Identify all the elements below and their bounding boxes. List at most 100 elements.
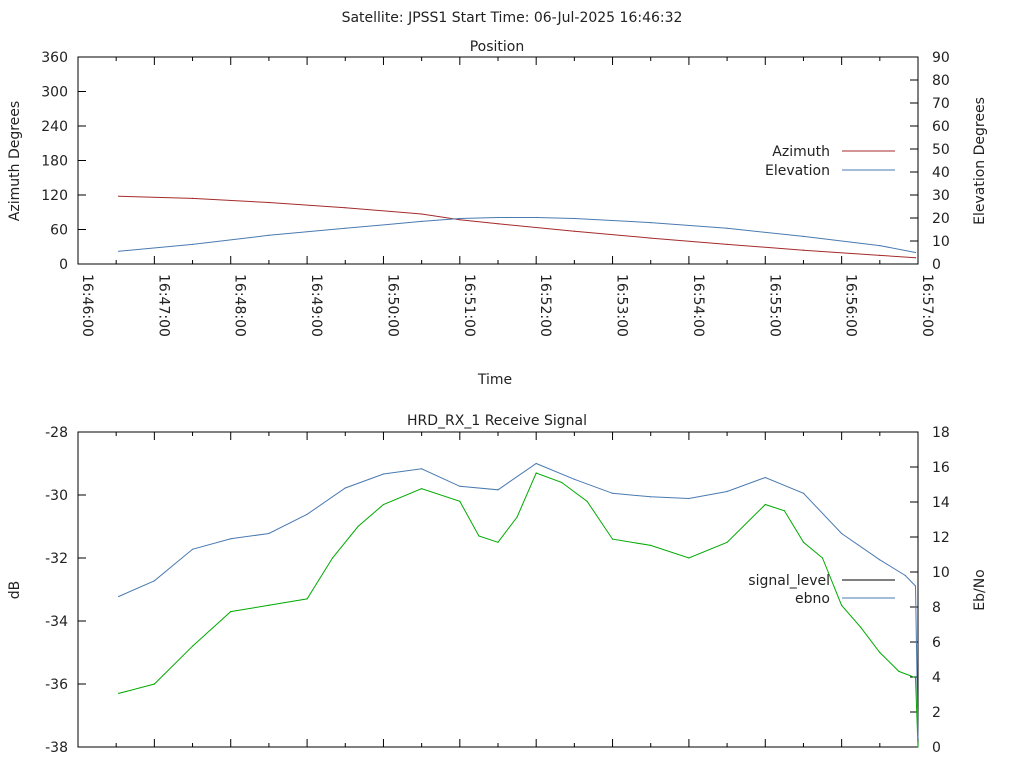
data-point-signal-level [783,510,786,512]
y-tick-label: -32 [45,551,68,567]
signal-chart: HRD_RX_1 Receive Signal -28-30-32-34-36-… [7,413,988,756]
data-point-signal-level [650,544,652,547]
y2-tick-label: 6 [932,635,941,651]
data-point-signal-level [516,516,518,518]
position-chart: Position 16:46:00 16:47:00 16:48:00 16:49:0… [7,39,988,388]
data-point-ebno [268,532,270,535]
y2-tick-label: 4 [932,670,941,686]
data-point-elevation [421,220,423,222]
data-point-elevation [802,235,805,237]
data-point-ebno [917,737,919,739]
data-point-signal-level [586,500,588,502]
data-point-elevation [914,251,917,254]
data-point-signal-level [535,472,537,474]
signal-y-label: dB [7,581,23,600]
position-chart-title: Position [470,39,525,55]
y2-tick-label: 80 [932,73,950,89]
y2-tick-label: 20 [932,211,950,227]
series-line-signal-level [118,472,919,748]
y-tick-label: -36 [45,677,68,693]
x-tick-label: 16:52:00 [537,274,553,337]
data-point-signal-level [561,481,563,483]
series-line-azimuth [118,195,916,259]
data-point-azimuth [726,243,728,245]
data-point-signal-level [357,525,359,528]
data-point-azimuth [268,201,270,204]
data-point-signal-level [230,611,232,613]
data-point-signal-level [879,651,881,654]
series-line-elevation [118,217,916,253]
data-point-signal-level [459,500,461,502]
signal-legend: signal_level ebno [748,573,895,607]
data-point-azimuth [573,230,576,232]
data-point-azimuth [421,213,423,215]
data-point-signal-level [382,503,385,506]
position-plot-frame [77,56,919,265]
data-point-signal-level [153,683,155,685]
data-point-ebno [344,487,346,489]
data-point-signal-level [268,604,270,606]
position-y-label: Azimuth Degrees [7,101,23,221]
data-point-ebno [191,548,194,550]
y2-tick-label: 12 [932,530,950,546]
data-point-ebno [230,538,232,540]
signal-y2-label: Eb/No [972,569,988,611]
data-point-ebno [650,496,652,498]
data-point-azimuth [914,257,917,259]
data-point-signal-level [478,535,480,537]
y2-tick-label: 10 [932,234,950,250]
data-point-signal-level [802,541,805,543]
y2-tick-label: 16 [932,460,950,476]
x-tick-label: 16:53:00 [614,274,630,337]
data-point-signal-level [841,604,843,606]
legend-label-azimuth: Azimuth [772,144,830,160]
data-point-azimuth [459,219,461,221]
data-point-ebno [879,559,881,561]
data-point-signal-level [764,503,766,506]
signal-ticks: -28 -30 -32 -34 -36 -38 0 2 4 6 8 10 12 14 16 18 [45,425,950,756]
y2-tick-label: 18 [932,425,950,441]
y-tick-label: 60 [50,223,68,239]
data-point-ebno [459,485,461,487]
x-tick-label: 16:47:00 [155,274,171,337]
data-point-elevation [344,227,346,229]
y2-tick-label: 10 [932,565,950,581]
data-point-signal-level [821,557,824,559]
y-tick-label: -28 [45,425,68,441]
data-point-ebno [914,585,917,587]
data-point-azimuth [650,237,652,239]
data-point-signal-level [688,557,690,559]
data-point-azimuth [879,254,881,256]
data-point-ebno [904,574,906,577]
y2-tick-label: 0 [932,740,941,756]
data-point-signal-level [191,645,194,647]
legend-label-elevation: Elevation [765,163,830,179]
data-point-azimuth [344,207,346,209]
header-title: Satellite: JPSS1 Start Time: 06-Jul-2025… [342,10,683,26]
y2-tick-label: 30 [932,188,950,204]
x-tick-label: 16:51:00 [461,274,477,337]
data-point-signal-level [726,541,728,543]
data-point-signal-level [118,692,120,695]
data-point-signal-level [914,677,917,679]
y2-tick-label: 0 [932,257,941,273]
y-tick-label: -38 [45,740,68,756]
data-point-elevation [497,216,499,219]
y2-tick-label: 8 [932,600,941,616]
data-point-ebno [573,478,576,480]
data-point-ebno [841,532,843,535]
y2-tick-label: 50 [932,142,950,158]
data-point-azimuth [497,223,499,225]
y2-tick-label: 90 [932,50,950,66]
position-series [118,195,917,259]
data-point-ebno [764,476,766,479]
signal-series [118,462,919,748]
x-tick-label: 16:49:00 [308,274,324,337]
y-tick-label: 0 [59,257,68,273]
data-point-ebno [382,473,385,475]
data-point-signal-level [917,746,919,748]
data-point-elevation [535,216,537,219]
data-point-signal-level [497,541,499,543]
data-point-elevation [573,217,576,220]
